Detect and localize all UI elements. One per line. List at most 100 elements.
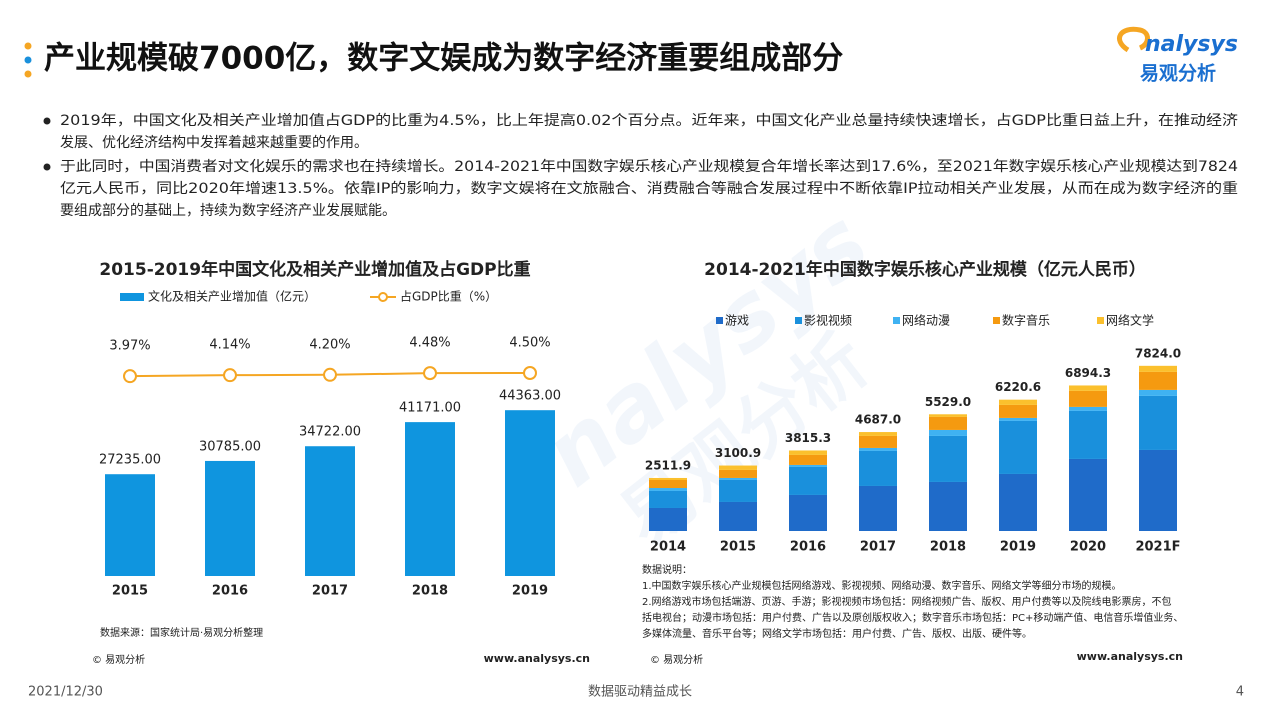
bullet-text: 2019年，中国文化及相关产业增加值占GDP的比重为4.5%，比上年提高0.02… (60, 112, 1238, 129)
x-tick-label: 2017 (312, 584, 348, 599)
website: www.analysys.cn (1077, 650, 1183, 663)
title-dot (24, 70, 32, 78)
bar-segment (649, 477, 687, 480)
bar-segment (929, 481, 967, 531)
bar-segment (1139, 389, 1177, 396)
data-label: 44363.00 (499, 389, 561, 404)
slide-title: 产业规模破7000亿，数字文娱成为数字经济重要组成部分 (44, 41, 843, 77)
bar-segment (1069, 385, 1107, 391)
bar-segment (719, 501, 757, 531)
bar-segment (859, 450, 897, 486)
bar (105, 474, 155, 576)
line-point (223, 368, 237, 383)
copyright: © 易观分析 (92, 653, 145, 666)
x-tick-label: 2015 (720, 540, 756, 555)
total-label: 3100.9 (715, 446, 761, 460)
bar-segment (789, 450, 827, 455)
bar-segment (929, 414, 967, 417)
bar-segment (649, 507, 687, 531)
legend-label: 影视视频 (804, 313, 852, 328)
total-label: 2511.9 (645, 458, 691, 472)
bar-segment (789, 464, 827, 467)
legend-swatch (1097, 317, 1104, 324)
legend-label: 网络文学 (1106, 313, 1154, 328)
x-tick-label: 2016 (212, 584, 248, 599)
bar-segment (1139, 449, 1177, 531)
bar-segment (859, 435, 897, 448)
line-point (123, 369, 137, 384)
data-label: 34722.00 (299, 425, 361, 440)
bullet-dot (43, 117, 51, 125)
bar-segment (719, 465, 757, 470)
bullets: 2019年，中国文化及相关产业增加值占GDP的比重为4.5%，比上年提高0.02… (43, 112, 1238, 219)
bar-segment (1139, 371, 1177, 390)
x-tick-label: 2017 (860, 540, 896, 555)
total-label: 4687.0 (855, 413, 901, 427)
x-tick-label: 2019 (512, 584, 548, 599)
bar (305, 446, 355, 576)
legend-swatch (795, 317, 802, 324)
note: 括电视台；动漫市场包括：用户付费、广告以及原创版权收入；数字音乐市场包括：PC+… (642, 611, 1183, 624)
bar-segment (859, 447, 897, 451)
bar-segment (999, 399, 1037, 405)
x-tick-label: 2019 (1000, 540, 1036, 555)
bar-segment (789, 494, 827, 531)
x-tick-label: 2016 (790, 540, 826, 555)
x-tick-label: 2014 (650, 540, 686, 555)
website: www.analysys.cn (484, 652, 590, 665)
logo-mark: nalysys (1145, 32, 1238, 57)
bullet-text: 亿元人民币，同比2020年增速13.5%。依靠IP的影响力，数字文娱将在文旅融合… (60, 180, 1238, 197)
total-label: 3815.3 (785, 431, 831, 445)
x-tick-label: 2015 (112, 584, 148, 599)
bar-segment (1069, 458, 1107, 531)
logo-swoosh (1117, 26, 1150, 53)
bar-segment (719, 479, 757, 502)
bar-segment (719, 469, 757, 478)
bar-segment (1139, 395, 1177, 450)
bar-segment (789, 466, 827, 495)
bar (205, 460, 255, 576)
bar-segment (859, 432, 897, 436)
total-label: 6894.3 (1065, 366, 1111, 380)
copyright: © 易观分析 (650, 653, 703, 666)
total-label: 6220.6 (995, 380, 1041, 394)
bar-segment (1069, 406, 1107, 411)
bar-segment (649, 490, 687, 508)
bar-segment (929, 435, 967, 482)
legend-swatch (893, 317, 900, 324)
note: 1.中国数字娱乐核心产业规模包括网络游戏、影视视频、网络动漫、数字音乐、网络文学… (642, 579, 1122, 592)
data-label: 30785.00 (199, 439, 261, 454)
bar-segment (999, 417, 1037, 421)
logo-name: 易观分析 (1140, 62, 1216, 85)
title-dot (24, 56, 32, 64)
bar-segment (929, 416, 967, 430)
bar-segment (649, 488, 687, 491)
data-label: 4.14% (209, 338, 250, 353)
title-dot (24, 42, 32, 50)
line-point (323, 367, 337, 382)
footer-slogan: 数据驱动精益成长 (588, 685, 692, 700)
note: 2.网络游戏市场包括端游、页游、手游；影视视频市场包括：网络视频广告、版权、用户… (642, 595, 1172, 608)
bullet-text: 发展、优化经济结构中发挥着越来越重要的作用。 (60, 135, 368, 151)
footer-date: 2021/12/30 (28, 685, 103, 700)
total-label: 5529.0 (925, 395, 971, 409)
legend-label: 占GDP比重（%） (400, 289, 497, 304)
x-tick-label: 2018 (930, 540, 966, 555)
bar-segment (999, 420, 1037, 474)
bar (505, 410, 555, 576)
data-label: 4.50% (509, 336, 550, 351)
data-label: 3.97% (109, 339, 150, 354)
legend-label: 数字音乐 (1002, 313, 1050, 328)
legend-swatch (120, 293, 144, 301)
legend-label: 网络动漫 (902, 313, 950, 328)
data-label: 41171.00 (399, 401, 461, 416)
line-point (423, 366, 437, 381)
x-tick-label: 2021F (1135, 540, 1180, 555)
bar-segment (1069, 410, 1107, 459)
bar (405, 422, 455, 576)
bullet-dot (43, 163, 51, 171)
bar-segment (719, 477, 757, 480)
chart-title: 2014-2021年中国数字娱乐核心产业规模（亿元人民币） (704, 259, 1146, 280)
bar-segment (649, 479, 687, 489)
